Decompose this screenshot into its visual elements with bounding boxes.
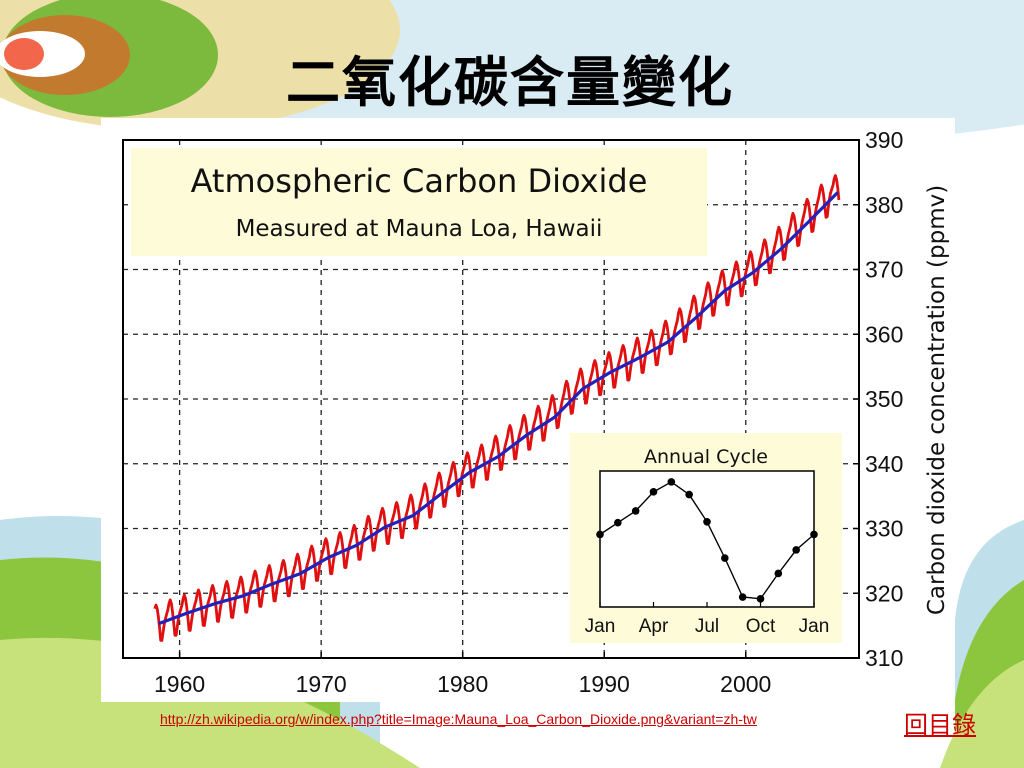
y-tick-label: 370 <box>865 257 903 283</box>
y-tick-label: 340 <box>865 451 903 477</box>
x-tick-label: 1990 <box>579 671 630 697</box>
co2-chart-panel: Atmospheric Carbon Dioxide Measured at M… <box>101 118 955 702</box>
chart-title-box <box>131 148 707 256</box>
annual-cycle-point <box>738 593 747 601</box>
y-tick-label: 380 <box>865 192 903 218</box>
inset-tick-label: Jan <box>799 616 830 637</box>
bg-bottom-right-wave-lightgreen <box>940 660 1024 768</box>
annual-cycle-point <box>721 554 729 562</box>
x-tick-label: 1970 <box>296 671 347 697</box>
x-tick-label: 1960 <box>154 671 205 697</box>
y-axis-label: Carbon dioxide concentration (ppmv) <box>924 185 950 615</box>
chart-title: Atmospheric Carbon Dioxide <box>191 162 648 200</box>
bg-accent-shape <box>4 38 44 70</box>
slide-title: 二氧化碳含量變化 <box>286 51 734 114</box>
annual-cycle-point <box>685 490 693 499</box>
x-tick-label: 1980 <box>437 671 488 697</box>
y-axis-ticks: 310 320 330 340 350 360 370 380 390 <box>853 127 903 671</box>
annual-cycle-point <box>774 569 783 578</box>
x-tick-label: 2000 <box>720 671 771 697</box>
inset-tick-label: Jan <box>585 616 616 637</box>
y-tick-label: 360 <box>865 321 903 347</box>
annual-cycle-point <box>596 530 604 539</box>
table-of-contents-link[interactable]: 回目錄 <box>904 711 976 739</box>
inset-tick-label: Apr <box>639 616 669 637</box>
inset-tick-label: Oct <box>746 616 776 637</box>
inset-tick-label: Jul <box>695 616 719 637</box>
annual-cycle-point <box>631 507 640 515</box>
annual-cycle-point <box>667 478 676 486</box>
annual-cycle-point <box>614 518 622 527</box>
inset-series-layer <box>596 478 818 603</box>
y-tick-label: 390 <box>865 127 903 153</box>
co2-chart: Atmospheric Carbon Dioxide Measured at M… <box>101 118 955 702</box>
x-axis-ticks: 1960 1970 1980 1990 2000 <box>154 652 771 697</box>
annual-cycle-inset: Annual Cycle Jan Apr Jul Oct Jan <box>570 433 842 643</box>
chart-subtitle: Measured at Mauna Loa, Hawaii <box>236 216 603 242</box>
source-link[interactable]: http://zh.wikipedia.org/w/index.php?titl… <box>160 711 757 727</box>
y-tick-label: 310 <box>865 645 903 671</box>
y-tick-label: 330 <box>865 516 903 542</box>
y-tick-label: 320 <box>865 580 903 606</box>
y-tick-label: 350 <box>865 386 903 412</box>
chart-series-layer <box>153 174 841 642</box>
annual-cycle-point <box>792 546 800 554</box>
inset-title: Annual Cycle <box>644 446 768 468</box>
annual-cycle-point <box>649 488 658 496</box>
annual-cycle-point <box>756 595 765 603</box>
annual-cycle-point <box>810 530 818 539</box>
annual-cycle-point <box>703 517 711 526</box>
trend-co2-line <box>157 191 839 626</box>
monthly-co2-line <box>153 174 841 642</box>
inset-x-ticks: Jan Apr Jul Oct Jan <box>585 602 830 637</box>
inset-plot-frame <box>599 470 815 608</box>
